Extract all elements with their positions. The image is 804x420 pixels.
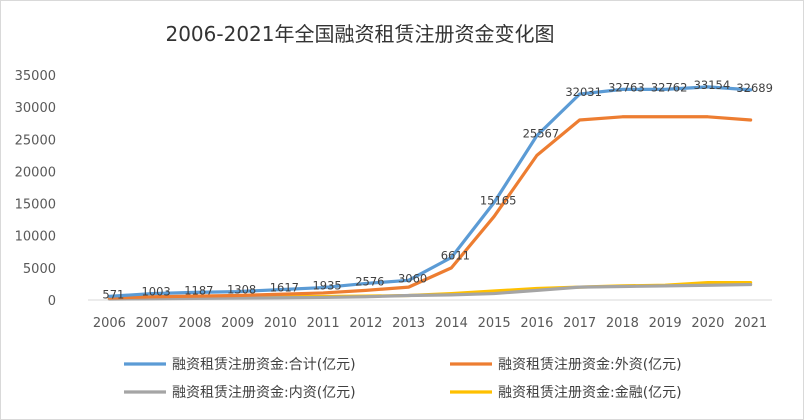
legend-entry: 融资租赁注册资金:外资(亿元) (498, 357, 682, 373)
x-tick-label: 2016 (520, 316, 553, 331)
x-tick-label: 2006 (93, 316, 126, 331)
x-tick-label: 2019 (649, 316, 682, 331)
legend-entry: 融资租赁注册资金:金融(亿元) (498, 385, 682, 401)
legend-entry: 融资租赁注册资金:内资(亿元) (172, 385, 356, 401)
x-tick-label: 2012 (349, 316, 382, 331)
x-tick-label: 2014 (435, 316, 468, 331)
x-tick-label: 2018 (606, 316, 639, 331)
y-tick-label: 35000 (15, 69, 56, 84)
data-label: 32689 (736, 81, 773, 95)
x-tick-label: 2010 (264, 316, 297, 331)
x-tick-label: 2017 (563, 316, 596, 331)
data-label: 3060 (398, 271, 427, 285)
data-label: 32031 (565, 85, 602, 99)
y-tick-label: 0 (48, 294, 56, 309)
series-line-0 (107, 85, 753, 298)
series-line-2 (107, 282, 753, 301)
data-label: 32763 (608, 80, 645, 94)
y-axis: 0 5000 10000 15000 20000 25000 30000 35000 (15, 69, 56, 309)
y-tick-label: 30000 (15, 101, 56, 116)
data-label: 1308 (227, 283, 256, 297)
y-tick-label: 5000 (23, 262, 56, 277)
chart-title: 2006-2021年全国融资租赁注册资金变化图 (165, 22, 554, 46)
data-label: 571 (102, 287, 124, 301)
data-labels: 571 1003 1187 1308 1617 1935 2576 3060 6611 15165… (102, 78, 773, 301)
y-tick-label: 25000 (15, 133, 56, 148)
data-label: 1617 (270, 281, 299, 295)
x-tick-label: 2015 (478, 316, 511, 331)
series-line-1 (107, 115, 753, 300)
x-axis: 2006 2007 2008 2009 2010 2011 2012 2013 2014 2015… (93, 316, 767, 331)
legend: 融资租赁注册资金:合计(亿元) 融资租赁注册资金:外资(亿元) 融资租赁注册资金:内… (124, 357, 682, 401)
data-label: 25567 (523, 127, 560, 141)
series-group (107, 85, 753, 301)
y-tick-label: 10000 (15, 230, 56, 245)
y-tick-label: 15000 (15, 198, 56, 213)
data-label: 2576 (355, 274, 384, 288)
x-tick-label: 2020 (691, 316, 724, 331)
x-tick-label: 2021 (734, 316, 767, 331)
x-tick-label: 2011 (307, 316, 340, 331)
x-tick-label: 2007 (136, 316, 169, 331)
legend-entry: 融资租赁注册资金:合计(亿元) (172, 357, 356, 373)
x-tick-label: 2008 (178, 316, 211, 331)
data-label: 33154 (694, 78, 731, 92)
data-label: 1187 (184, 283, 213, 297)
data-label: 6611 (441, 249, 470, 263)
x-tick-label: 2009 (221, 316, 254, 331)
data-label: 1935 (312, 279, 341, 293)
data-label: 32762 (651, 80, 688, 94)
data-label: 15165 (480, 194, 517, 208)
data-label: 1003 (141, 285, 170, 299)
x-tick-label: 2013 (392, 316, 425, 331)
y-tick-label: 20000 (15, 165, 56, 180)
